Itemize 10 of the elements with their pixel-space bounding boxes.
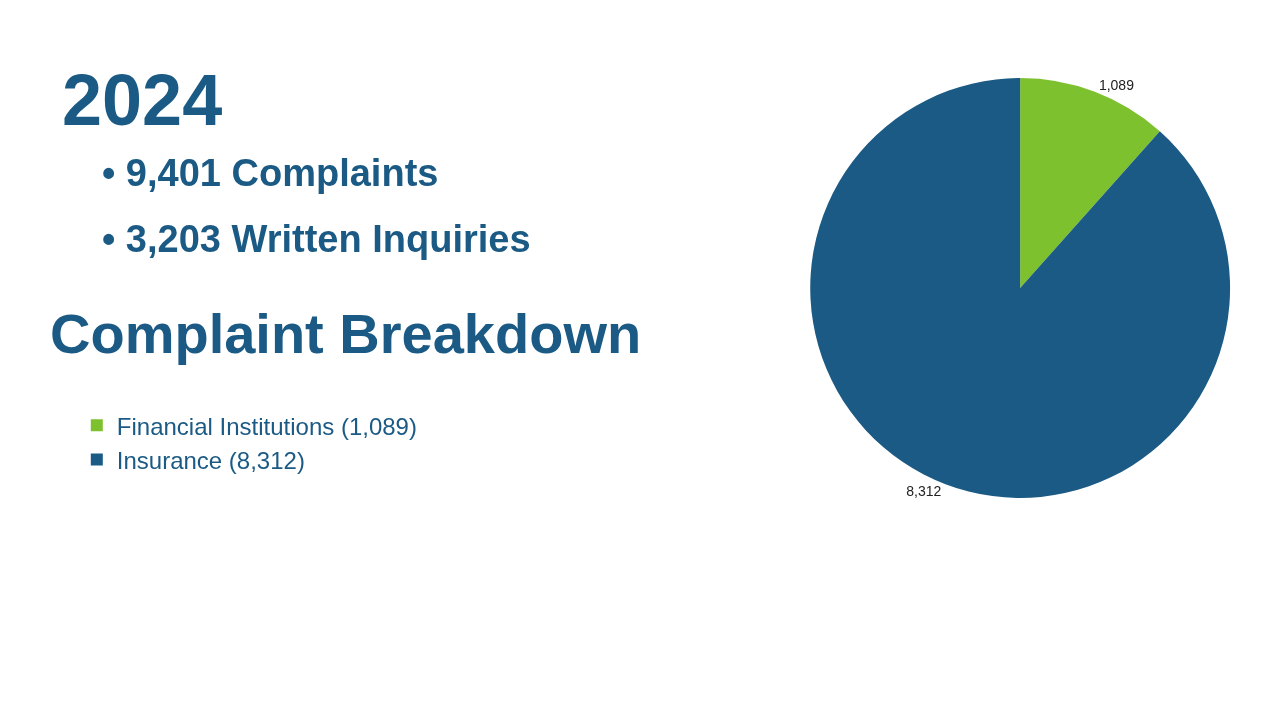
legend-label: Financial Institutions (1,089)	[116, 412, 417, 440]
pie-slice	[810, 78, 1230, 498]
text: Complaint Breakdown	[50, 302, 642, 365]
data-label: 8,312	[906, 483, 942, 500]
text: • 9,401 Complaints	[102, 152, 439, 194]
chart-title: 2024	[62, 60, 223, 140]
pie-slice	[1020, 78, 1160, 288]
legend-label: Insurance (8,312)	[116, 446, 305, 474]
data-label: 1,089	[1098, 76, 1135, 93]
text: • 3,203 Written Inquiries	[102, 218, 531, 260]
